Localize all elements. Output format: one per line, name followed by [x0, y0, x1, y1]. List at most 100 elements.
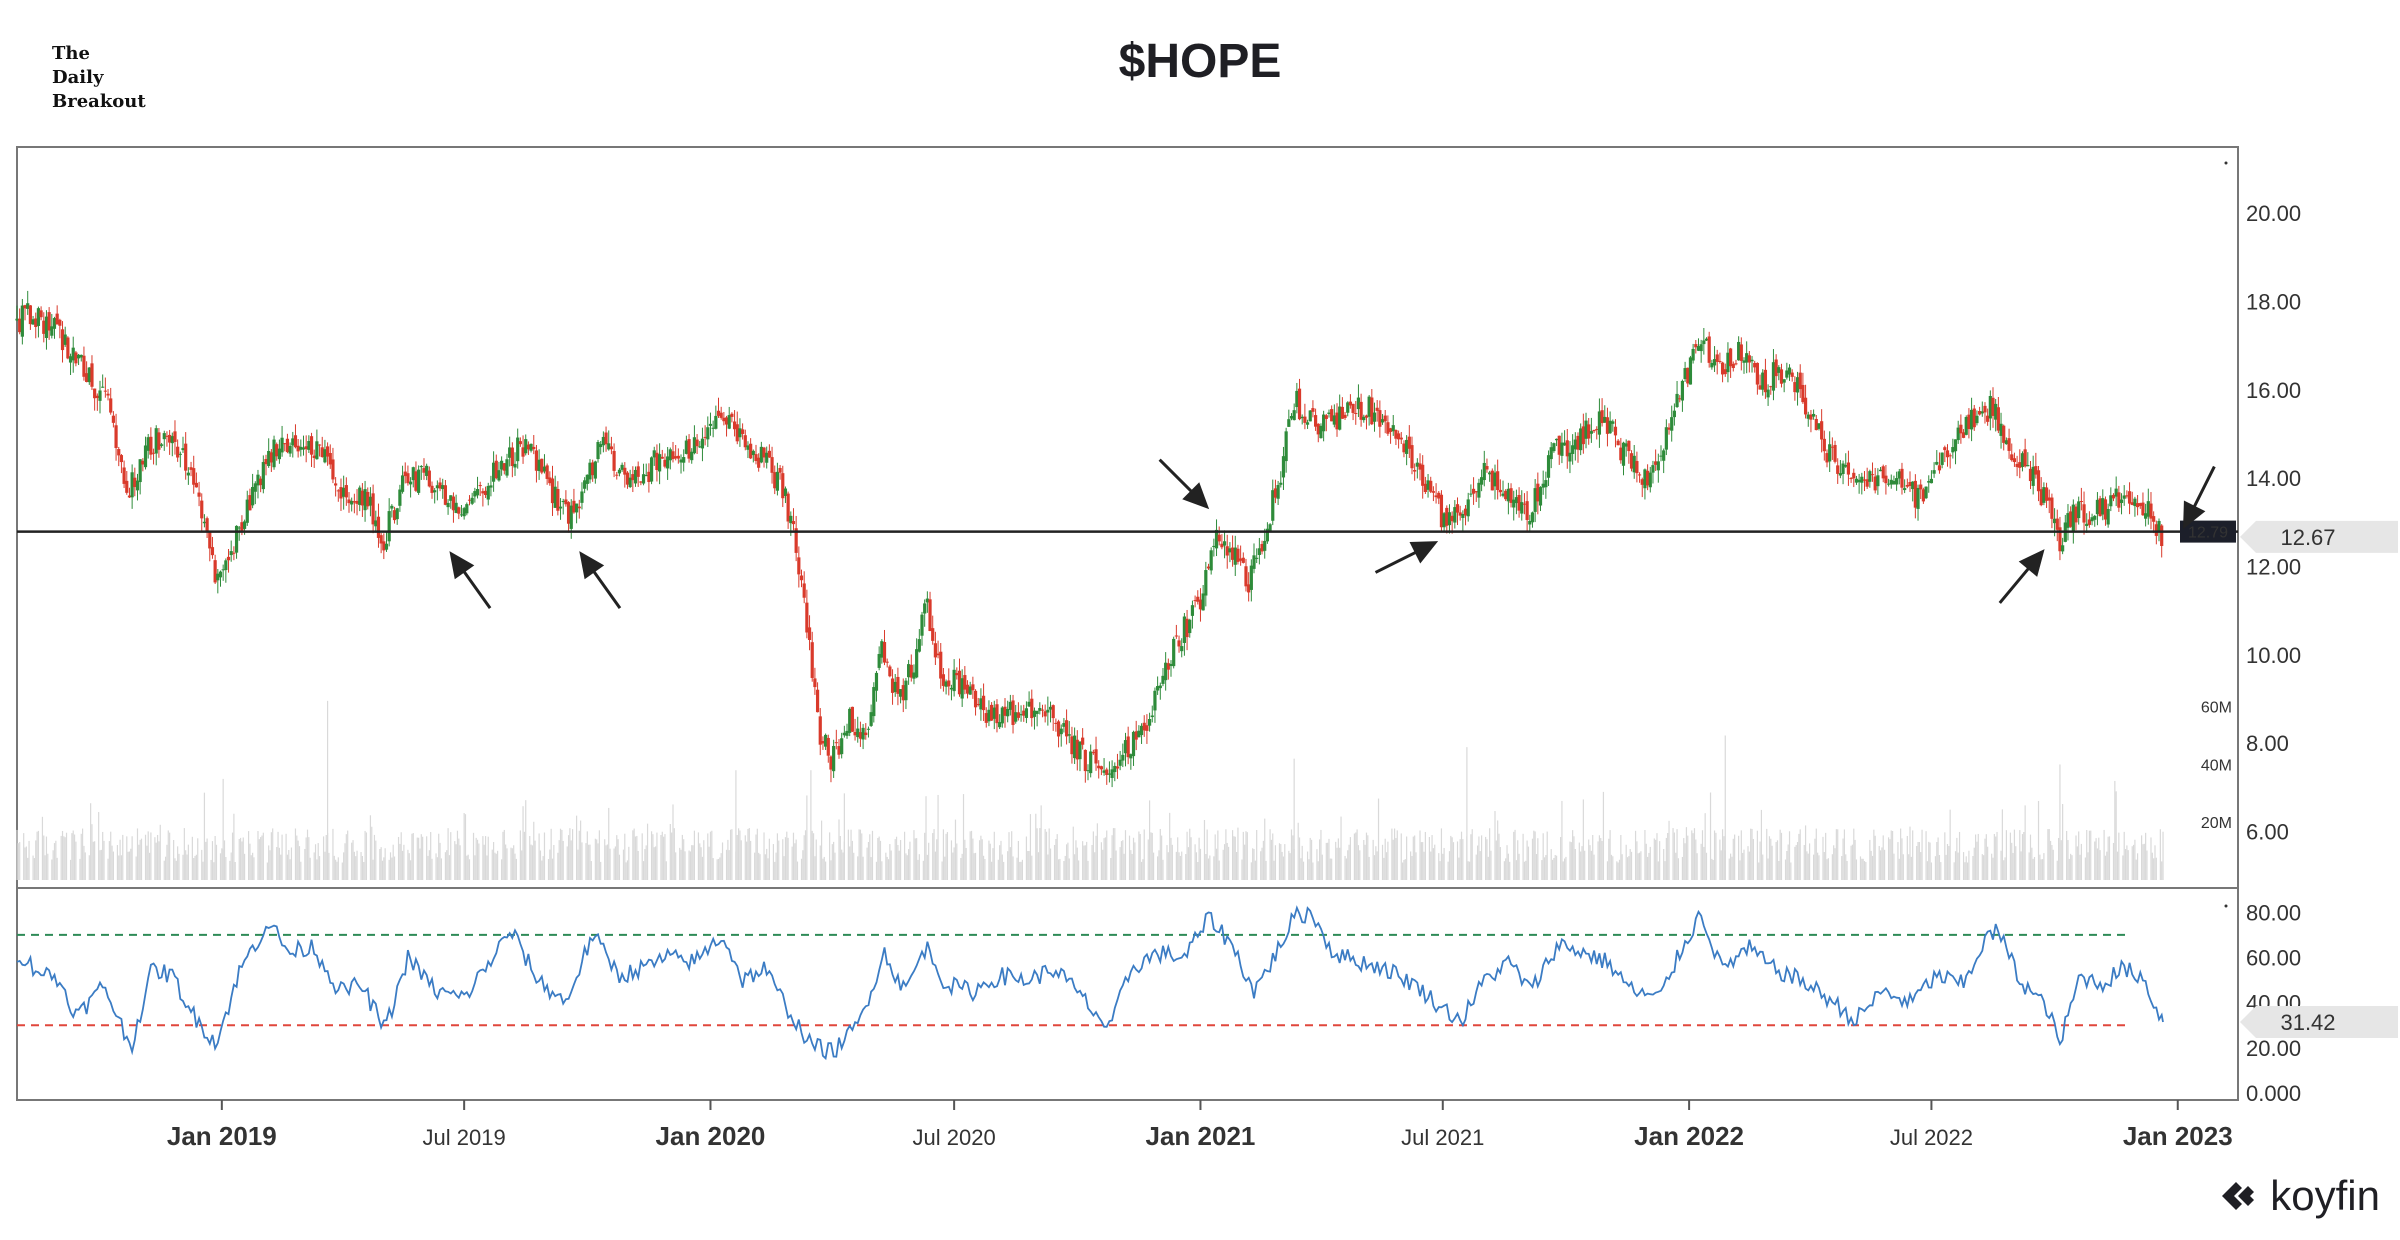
candle-body [336, 490, 340, 492]
candle-body [658, 454, 662, 472]
candle-body [1600, 410, 1604, 424]
candle-body [998, 722, 1002, 728]
candle-body [36, 308, 41, 326]
candle-body [1712, 359, 1717, 366]
candle-body [470, 497, 474, 504]
candle-body [1841, 463, 1845, 474]
candle-body [1739, 344, 1743, 361]
candle-body [738, 428, 742, 438]
candle-body [170, 436, 174, 444]
candle-body [545, 465, 549, 479]
candle-body [963, 675, 967, 690]
candle-body [1549, 447, 1553, 460]
candle-body [1067, 734, 1071, 736]
candle-body [1362, 416, 1366, 421]
candle-body [1225, 546, 1229, 556]
candle-body [631, 474, 635, 481]
candle-body [1471, 488, 1476, 494]
candle-body [947, 680, 951, 687]
rsi-last-label: 31.42 [2280, 1010, 2335, 1035]
candle-body [1196, 596, 1200, 602]
candle-body [569, 505, 573, 529]
candle-body [1204, 570, 1208, 596]
candle-body [898, 689, 903, 697]
candle-body [1032, 710, 1037, 717]
candle-body [1022, 710, 1026, 716]
candle-body [821, 741, 825, 744]
candle-body [671, 451, 675, 460]
candle-body [256, 474, 260, 486]
candle-body [42, 320, 46, 334]
brand-line-2: Daily [52, 67, 104, 88]
candle-body [1688, 357, 1693, 385]
candle-body [1651, 465, 1655, 473]
candle-body [802, 583, 806, 598]
logo-text: koyfin [2270, 1172, 2380, 1219]
candle-body [1442, 513, 1446, 528]
candle-body [2101, 498, 2105, 515]
candle-body [28, 305, 32, 325]
candle-body [98, 390, 102, 401]
candle-body [2144, 513, 2148, 519]
candle-body [1075, 739, 1079, 760]
candle-body [1608, 420, 1612, 434]
candle-body [540, 458, 544, 473]
price-tick-label: 10.00 [2246, 643, 2301, 668]
candle-body [237, 527, 241, 529]
candle-body [1308, 410, 1312, 422]
candle-body [146, 437, 150, 451]
candle-body [2152, 516, 2156, 522]
candle-body [141, 460, 145, 465]
candle-body [267, 450, 271, 466]
candle-body [617, 469, 622, 474]
candle-body [478, 485, 482, 487]
candle-body [907, 664, 911, 678]
candle-body [1900, 468, 1904, 488]
candle-body [1621, 442, 1626, 466]
candle-body [1089, 751, 1093, 774]
candle-body [1715, 354, 1719, 362]
candle-body [1461, 513, 1465, 518]
candle-body [1097, 765, 1101, 769]
candle-body [411, 467, 415, 481]
koyfin-logo[interactable]: koyfin [2218, 1172, 2380, 1220]
candle-body [462, 508, 466, 517]
candle-body [1228, 548, 1232, 553]
candle-body [1305, 422, 1310, 425]
candle-body [1520, 502, 1524, 514]
candle-body [1720, 362, 1725, 375]
candle-body [2047, 497, 2051, 501]
candle-body [1396, 433, 1401, 440]
candle-body [505, 459, 509, 476]
candle-body [1921, 489, 1925, 502]
candle-body [762, 447, 766, 458]
candle-body [1330, 409, 1334, 422]
candle-body [451, 496, 456, 511]
x-tick-label: Jan 2023 [2123, 1121, 2233, 1151]
candle-body [1164, 662, 1168, 681]
candle-body [1378, 410, 1382, 427]
candle-body [242, 521, 247, 529]
candle-body [1929, 478, 1934, 484]
candle-body [2036, 470, 2041, 492]
candle-body [1078, 741, 1082, 760]
candle-body [524, 439, 528, 454]
candle-body [159, 444, 164, 446]
candle-body [874, 672, 879, 691]
candle-body [494, 460, 498, 479]
candle-body [1745, 353, 1749, 363]
candle-body [497, 470, 501, 481]
candle-body [2125, 495, 2129, 497]
candle-body [759, 446, 763, 463]
candle-body [117, 449, 121, 456]
candle-body [283, 443, 287, 445]
candle-body [1445, 507, 1449, 526]
candle-body [1967, 414, 1971, 430]
candle-body [1504, 490, 1508, 500]
candle-body [1431, 491, 1436, 493]
candle-body [2149, 503, 2153, 519]
candle-body [973, 690, 978, 708]
candle-body [1793, 382, 1797, 393]
candle-body [138, 459, 142, 483]
